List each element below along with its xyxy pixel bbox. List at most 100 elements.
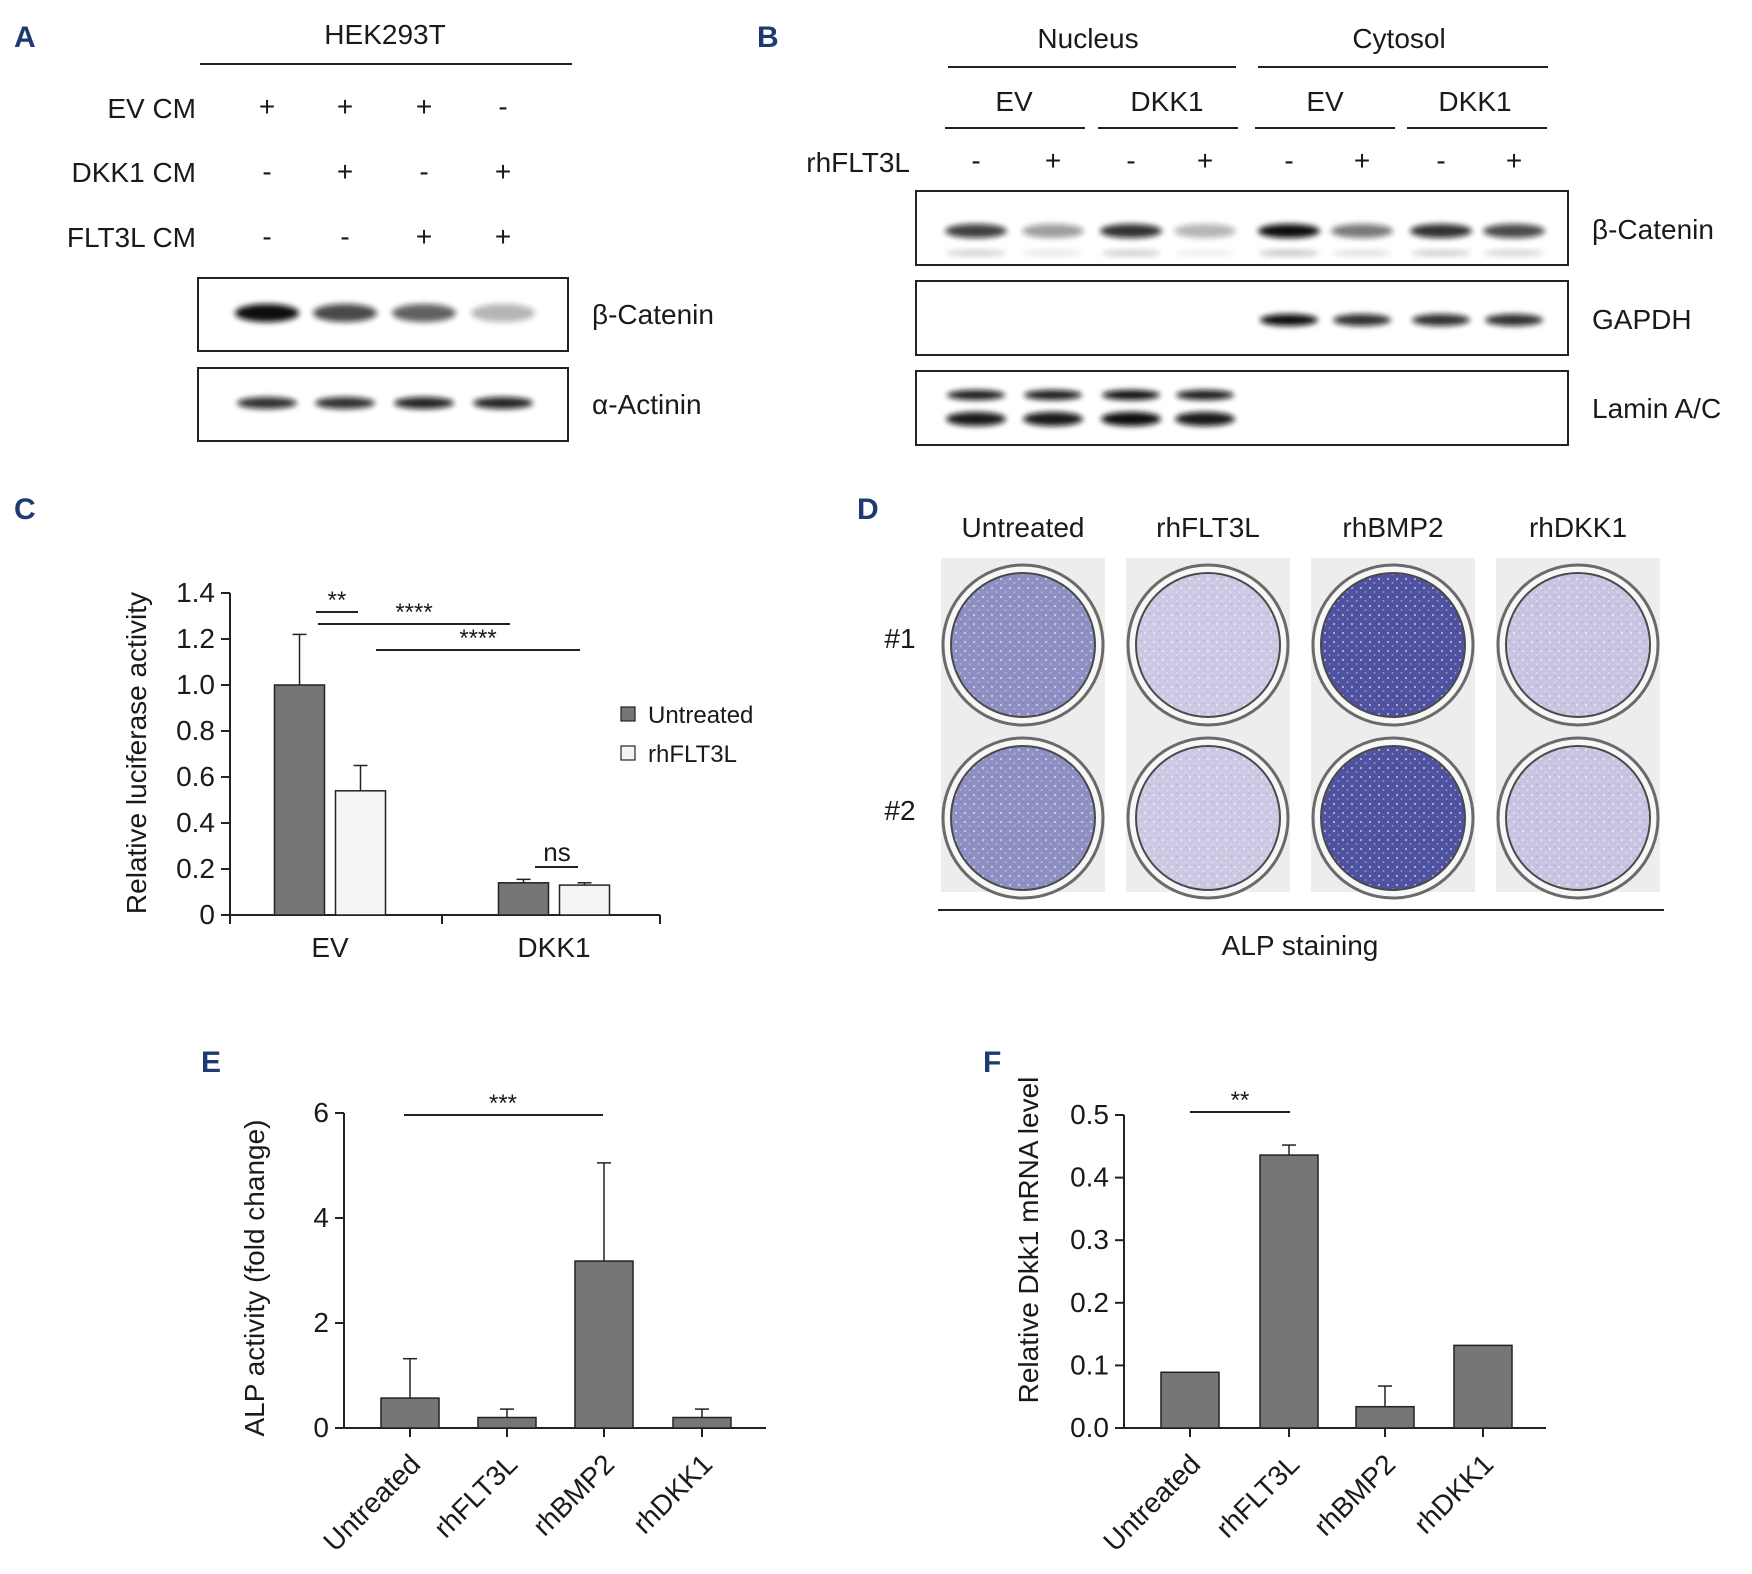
panel-f-label: F [983, 1046, 1001, 1079]
panel-e: E ALP activity (fold change) 0 2 4 6 Untreat… [201, 1046, 766, 1557]
rhflt3l-sign: - [971, 145, 980, 176]
y-tick-label: 1.0 [176, 669, 215, 700]
sign: - [340, 221, 349, 252]
y-tick-label: 0.1 [1070, 1349, 1109, 1380]
lamin-a-band [947, 390, 1005, 400]
bar [1453, 1344, 1513, 1429]
well-texture [952, 574, 1094, 716]
group-ev-nucleus: EV [995, 86, 1033, 117]
lamin-a-band [1024, 390, 1082, 400]
group-dkk1-cytosol: DKK1 [1438, 86, 1511, 117]
chart-e: 0 2 4 6 Untreated rhFLT3L rhBMP2 rhDKK1 [313, 1097, 766, 1557]
beta-catenin-band-faint [1484, 250, 1544, 256]
treatment-signs: - + - + - + - + [971, 145, 1522, 176]
sign: + [337, 156, 353, 187]
beta-catenin-band [1100, 224, 1162, 238]
alpha-actinin-band [315, 397, 375, 409]
legend-rhflt3l: rhFLT3L [648, 741, 737, 768]
panel-d-label: D [857, 493, 879, 526]
c-significance: ** **** **** ns [316, 587, 580, 868]
beta-catenin-band-faint [1332, 250, 1392, 256]
panel-c: C Relative luciferase activity 0 0.2 0.4 0.… [14, 493, 753, 963]
y-tick-label: 0.5 [1070, 1099, 1109, 1130]
cell-line-label: HEK293T [324, 19, 445, 50]
y-tick-label: 1.4 [176, 577, 215, 608]
panel-d: D Untreated rhFLT3L rhBMP2 rhDKK1 #1 #2 … [857, 493, 1664, 961]
well-texture [952, 747, 1094, 889]
x-tick-label: rhDKK1 [627, 1448, 718, 1539]
d-row-2: #2 [884, 795, 915, 826]
x-tick-label: rhBMP2 [1308, 1448, 1401, 1541]
y-tick-label: 1.2 [176, 623, 215, 654]
sign: + [495, 156, 511, 187]
rhflt3l-sign: + [1506, 145, 1522, 176]
d-col-untreated: Untreated [962, 512, 1085, 543]
lamin-c-band [946, 412, 1006, 426]
well-texture [1137, 747, 1279, 889]
row-label-ev-cm: EV CM [107, 93, 196, 124]
sig-label: ** [328, 587, 347, 614]
sign: + [416, 221, 432, 252]
x-tick-label: rhFLT3L [1210, 1448, 1305, 1543]
panel-a: A HEK293T EV CM DKK1 CM FLT3L CM + + + -… [14, 19, 714, 442]
d-col-rhbmp2: rhBMP2 [1342, 512, 1443, 543]
d-caption: ALP staining [1222, 930, 1379, 961]
bands-gapdh [1260, 314, 1543, 326]
sign: - [262, 156, 271, 187]
blot-label-gapdh: GAPDH [1592, 304, 1692, 335]
alp-wells [941, 558, 1660, 900]
panel-a-label: A [14, 21, 36, 54]
bar [558, 884, 611, 916]
lamin-c-band [1101, 412, 1161, 426]
chart-c: 0 0.2 0.4 0.6 0.8 1.0 1.2 1.4 EV DKK1 [176, 577, 661, 963]
beta-catenin-band [1331, 224, 1393, 238]
panel-f: F Relative Dkk1 mRNA level 0.00.10.20.30… [983, 1046, 1546, 1557]
sign: - [262, 221, 271, 252]
gapdh-band [1412, 314, 1470, 326]
beta-catenin-band-faint [1101, 250, 1161, 256]
y-tick-label: 0.3 [1070, 1224, 1109, 1255]
sign: - [419, 156, 428, 187]
beta-catenin-band [1022, 224, 1084, 238]
panel-e-label: E [201, 1046, 221, 1079]
blot-label-beta-catenin-b: β-Catenin [1592, 214, 1714, 245]
blot-lamin [915, 370, 1569, 446]
beta-catenin-band [1258, 224, 1320, 238]
x-tick-label: EV [311, 932, 349, 963]
bar [273, 684, 326, 916]
sig-label: *** [489, 1090, 517, 1117]
row-label-dkk1-cm: DKK1 CM [72, 157, 196, 188]
bands-beta-catenin-a [235, 304, 535, 322]
x-tick-label: rhBMP2 [527, 1448, 620, 1541]
beta-catenin-band [945, 224, 1007, 238]
beta-catenin-band-faint [1259, 250, 1319, 256]
bands-lamin [946, 390, 1235, 426]
y-tick-label: 6 [313, 1097, 329, 1128]
bar [334, 790, 387, 916]
e-ylabel: ALP activity (fold change) [239, 1120, 270, 1437]
bands-beta-catenin-b [945, 224, 1545, 256]
rhflt3l-sign: - [1284, 145, 1293, 176]
bands-alpha-actinin [237, 397, 533, 409]
beta-catenin-band-faint [946, 250, 1006, 256]
y-tick-label: 0 [199, 899, 215, 930]
beta-catenin-band [471, 304, 535, 322]
x-tick-label: rhDKK1 [1408, 1448, 1499, 1539]
alpha-actinin-band [473, 397, 533, 409]
sign: + [495, 221, 511, 252]
well-texture [1507, 747, 1649, 889]
bar [497, 882, 550, 916]
panel-c-label: C [14, 493, 36, 526]
sign: + [337, 91, 353, 122]
legend-swatch-rhflt3l [620, 745, 636, 761]
lamin-c-band [1023, 412, 1083, 426]
y-tick-label: 0.0 [1070, 1412, 1109, 1443]
gapdh-band [1260, 314, 1318, 326]
beta-catenin-band [235, 304, 299, 322]
well-texture [1322, 574, 1464, 716]
beta-catenin-band [1483, 224, 1545, 238]
bar [1160, 1371, 1220, 1429]
blot-label-lamin: Lamin A/C [1592, 393, 1721, 424]
sign: - [498, 91, 507, 122]
rhflt3l-sign: + [1354, 145, 1370, 176]
